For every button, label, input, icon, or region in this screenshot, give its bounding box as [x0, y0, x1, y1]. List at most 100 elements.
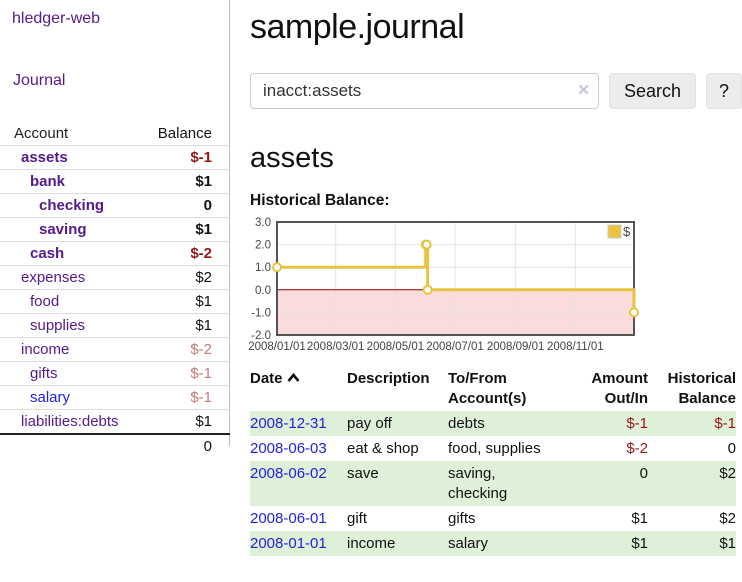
transaction-amount: $-1: [626, 415, 648, 432]
transaction-accounts: salary: [448, 535, 489, 552]
transaction-date-link[interactable]: 2008-06-02: [250, 465, 327, 482]
search-input[interactable]: [250, 73, 599, 109]
svg-text:2008/03/01: 2008/03/01: [307, 341, 365, 353]
svg-text:2008/11/01: 2008/11/01: [547, 341, 604, 353]
legend-swatch: [607, 224, 622, 239]
transaction-row: 2008-06-03 eat & shop food, supplies $-2…: [250, 436, 736, 461]
account-balance: $1: [195, 221, 212, 238]
account-link-assets[interactable]: assets: [21, 149, 68, 166]
account-row-cash: cash $-2: [0, 241, 230, 265]
account-link-supplies[interactable]: supplies: [30, 317, 86, 334]
account-balance: $1: [195, 413, 212, 430]
page-title: sample.journal: [250, 8, 465, 46]
transaction-description: gift: [347, 510, 368, 527]
transaction-row: 2008-12-31 pay off debts $-1 $-1: [250, 411, 736, 436]
account-row-liabilities-debts: liabilities:debts $1: [0, 409, 230, 433]
description-column-header: Description: [347, 370, 430, 387]
transaction-date-link[interactable]: 2008-12-31: [250, 415, 327, 432]
svg-text:2008/09/01: 2008/09/01: [487, 341, 545, 353]
transaction-description: eat & shop: [347, 440, 419, 457]
transaction-row: 2008-06-02 save saving, checking 0 $2: [250, 461, 736, 506]
account-balance: $-1: [190, 389, 212, 406]
account-balance: $1: [195, 317, 212, 334]
tofrom-column-header: To/From Account(s): [448, 370, 527, 407]
account-balance: $-1: [190, 365, 212, 382]
transaction-balance: $2: [719, 510, 736, 527]
account-link-bank[interactable]: bank: [30, 173, 66, 190]
sort-ascending-chevron-icon: [287, 369, 300, 389]
account-balance: 0: [203, 197, 212, 214]
account-row-bank: bank $1: [0, 169, 230, 193]
transaction-amount: $1: [631, 510, 648, 527]
svg-text:2008/05/01: 2008/05/01: [367, 341, 425, 353]
account-row-checking: checking 0: [0, 193, 230, 217]
account-row-saving: saving $1: [0, 217, 230, 241]
svg-text:0.0: 0.0: [255, 285, 271, 297]
svg-text:1.0: 1.0: [255, 262, 271, 274]
transaction-balance: $2: [719, 465, 736, 482]
account-heading: assets: [250, 142, 334, 174]
account-link-liabilities-debts[interactable]: liabilities:debts: [21, 413, 119, 430]
chart-title: Historical Balance:: [250, 192, 390, 209]
balance-column-header: Historical Balance: [667, 370, 736, 407]
account-row-assets: assets $-1: [0, 145, 230, 169]
svg-text:2008/01/01: 2008/01/01: [248, 341, 306, 353]
app-brand-link[interactable]: hledger-web: [12, 10, 101, 27]
account-balance: $1: [195, 173, 212, 190]
transaction-amount: $1: [631, 535, 648, 552]
chart-container: $3.0 2.0 1.0 0.0 -1.0 -2.0 2008/01/01 2008/03/0…: [240, 214, 742, 354]
sidebar: hledger-web Journal Account Balance asse…: [0, 0, 230, 455]
svg-text:2008/07/01: 2008/07/01: [426, 341, 484, 353]
legend-label: $: [623, 224, 631, 239]
accounts-table: Account Balance assets $-1 bank $1 check…: [0, 122, 230, 458]
svg-text:2.0: 2.0: [255, 240, 271, 252]
account-link-checking[interactable]: checking: [39, 197, 105, 214]
accounts-total-row: 0: [0, 433, 230, 458]
amount-column-header: Amount Out/In: [591, 370, 648, 407]
account-link-expenses[interactable]: expenses: [21, 269, 86, 286]
account-link-food[interactable]: food: [30, 293, 60, 310]
transaction-balance: $1: [719, 535, 736, 552]
search-input-wrap: ✕: [250, 73, 599, 109]
account-link-saving[interactable]: saving: [39, 221, 87, 238]
transaction-amount: 0: [639, 465, 648, 482]
transaction-accounts: gifts: [448, 510, 476, 527]
svg-text:-1.0: -1.0: [251, 307, 271, 319]
transaction-accounts: saving, checking: [448, 465, 508, 502]
account-link-cash[interactable]: cash: [30, 245, 65, 262]
search-button[interactable]: Search: [608, 73, 696, 109]
account-balance: $1: [195, 293, 212, 310]
transactions-table: Date Description To/From Account(s) Amou…: [250, 366, 736, 556]
transaction-amount: $-2: [626, 440, 648, 457]
account-row-food: food $1: [0, 289, 230, 313]
balance-column-header: Balance: [157, 125, 212, 142]
transaction-date-link[interactable]: 2008-06-01: [250, 510, 327, 527]
help-button[interactable]: ?: [705, 73, 742, 109]
account-row-income: income $-2: [0, 337, 230, 361]
account-balance: $-2: [190, 245, 212, 262]
account-link-salary[interactable]: salary: [30, 389, 71, 406]
transaction-description: pay off: [347, 415, 392, 432]
transaction-date-link[interactable]: 2008-06-03: [250, 440, 327, 457]
date-header-label: Date: [250, 370, 283, 387]
accounts-column-header: Account: [14, 125, 69, 142]
account-balance: $-2: [190, 341, 212, 358]
clear-search-icon[interactable]: ✕: [577, 82, 590, 99]
account-link-gifts[interactable]: gifts: [30, 365, 58, 382]
account-row-salary: salary $-1: [0, 385, 230, 409]
transaction-date-link[interactable]: 2008-01-01: [250, 535, 327, 552]
sidebar-item-journal[interactable]: Journal: [13, 72, 66, 89]
transaction-row: 2008-01-01 income salary $1 $1: [250, 531, 736, 556]
transaction-accounts: debts: [448, 415, 485, 432]
transaction-balance: 0: [727, 440, 736, 457]
date-column-header[interactable]: Date: [250, 366, 347, 411]
transaction-description: save: [347, 465, 379, 482]
accounts-total-value: 0: [203, 438, 212, 455]
svg-text:-2.0: -2.0: [251, 330, 271, 342]
transaction-balance: $-1: [714, 415, 736, 432]
account-balance: $2: [195, 269, 212, 286]
search-form: ✕ Search ?: [250, 73, 742, 109]
account-row-expenses: expenses $2: [0, 265, 230, 289]
account-link-income[interactable]: income: [21, 341, 70, 358]
